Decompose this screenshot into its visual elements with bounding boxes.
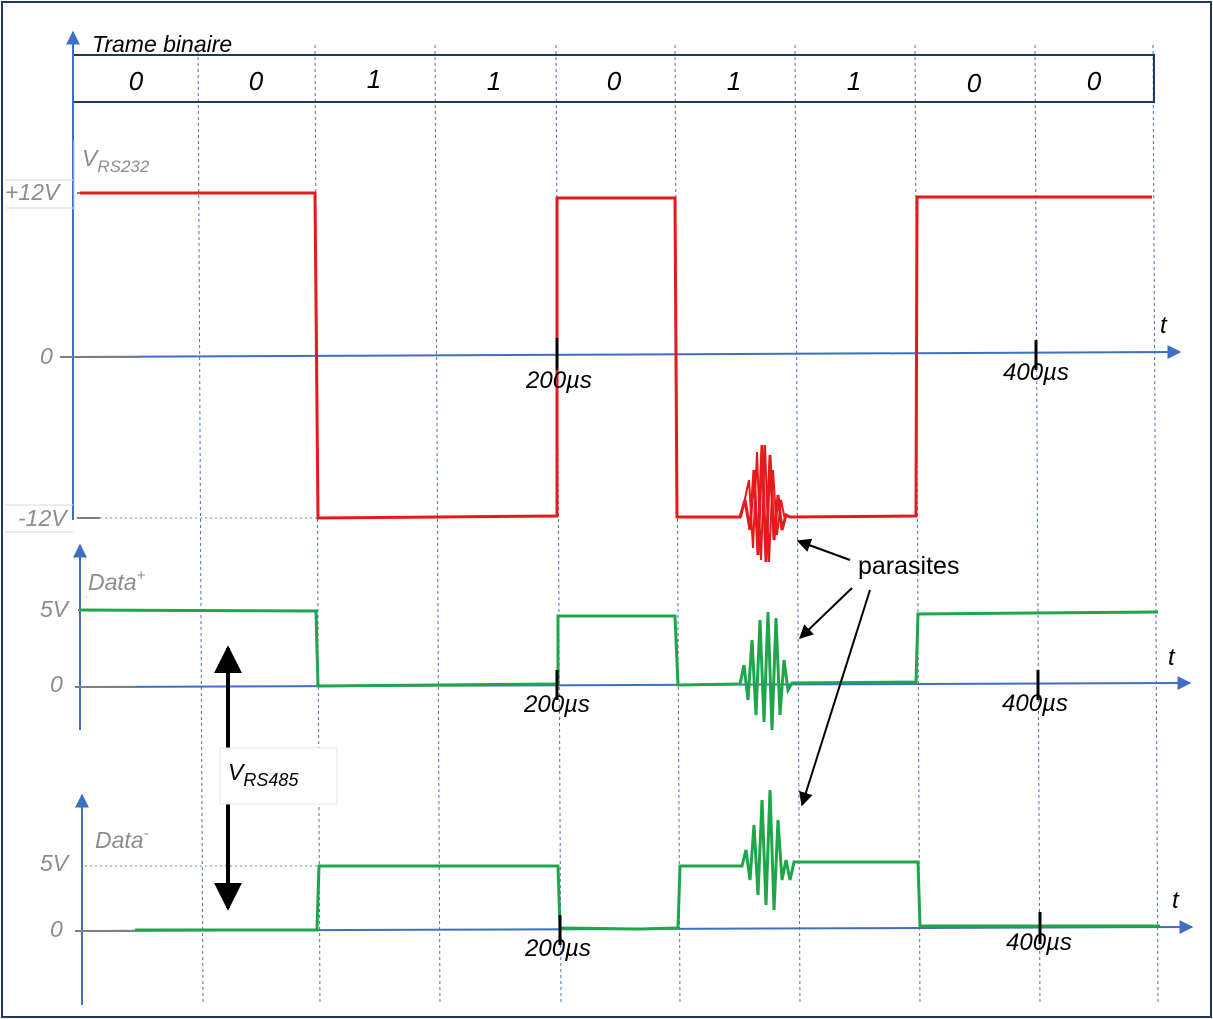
data-minus-level-high: 5V	[40, 850, 71, 876]
data-plus-level-high: 5V	[40, 596, 71, 622]
data-plus-x-axis	[79, 676, 1192, 691]
parasites-label: parasites	[858, 552, 959, 580]
bit-4: 1	[487, 66, 501, 96]
data-plus-tick-400: 400µs	[1002, 690, 1068, 717]
data-plus-label: Data+	[88, 567, 146, 595]
rs232-signal	[80, 191, 1152, 563]
parasites-arrow-rs232	[796, 538, 851, 561]
bit-6: 1	[727, 66, 741, 96]
data-plus-panel: Data+ 5V 0 200µs 400µs t	[40, 543, 1192, 731]
data-plus-level-zero: 0	[50, 671, 63, 697]
data-plus-tick-200: 200µs	[523, 691, 590, 718]
parasites-arrow-data-plus	[798, 587, 853, 639]
bit-3: 1	[367, 64, 381, 94]
parasites-arrow-data-minus	[799, 589, 871, 807]
rs485-label: VRS485	[228, 759, 299, 790]
data-minus-label: Data-	[95, 825, 149, 853]
rs232-tick-200: 200µs	[525, 367, 592, 394]
data-plus-time-unit: t	[1168, 644, 1176, 671]
rs232-x-axis	[72, 345, 1182, 360]
rs232-level-low: -12V	[18, 505, 69, 531]
bit-2: 0	[249, 66, 264, 96]
data-minus-time-unit: t	[1172, 887, 1180, 914]
parasites-annotation: parasites	[796, 538, 959, 807]
rs232-tick-400: 400µs	[1003, 359, 1069, 386]
time-grid	[197, 44, 1159, 1006]
data-minus-tick-200: 200µs	[524, 935, 591, 962]
data-minus-level-zero: 0	[50, 916, 63, 942]
rs232-panel: VRS232 +12V 0 -12V 200µs 400µs t	[5, 30, 1182, 563]
rs232-time-unit: t	[1160, 312, 1168, 339]
data-minus-signal	[135, 789, 1160, 932]
bit-5: 0	[607, 66, 622, 96]
bit-8: 0	[967, 68, 982, 98]
rs232-label: VRS232	[82, 145, 150, 176]
bit-frame: Trame binaire 0 0 1 1 0 1 1 0 0	[72, 31, 1155, 103]
rs232-level-zero: 0	[40, 343, 53, 369]
rs485-annotation: VRS485	[214, 645, 338, 911]
frame-title: Trame binaire	[92, 31, 232, 57]
bit-7: 1	[847, 66, 861, 96]
bit-1: 0	[129, 66, 144, 96]
bit-9: 0	[1087, 66, 1102, 96]
data-plus-signal	[79, 608, 1159, 731]
data-minus-tick-400: 400µs	[1006, 929, 1072, 956]
data-minus-panel: Data- 5V 0 200µs 400µs t	[40, 789, 1194, 1005]
rs232-level-high: +12V	[5, 179, 62, 205]
